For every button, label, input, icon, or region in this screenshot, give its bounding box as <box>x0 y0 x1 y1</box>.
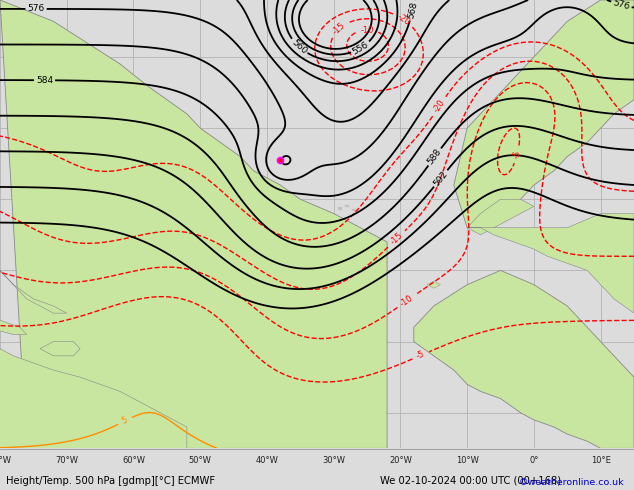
Text: 560: 560 <box>290 38 308 56</box>
Text: 568: 568 <box>406 1 418 20</box>
Polygon shape <box>414 270 634 448</box>
Text: ©weatheronline.co.uk: ©weatheronline.co.uk <box>519 478 624 487</box>
Polygon shape <box>339 207 342 210</box>
Text: 60°W: 60°W <box>122 456 145 465</box>
Text: 30°W: 30°W <box>322 456 345 465</box>
Polygon shape <box>0 313 27 335</box>
Text: 576: 576 <box>27 4 44 13</box>
Polygon shape <box>0 327 187 448</box>
Text: 592: 592 <box>432 169 450 188</box>
Text: -20: -20 <box>396 12 411 27</box>
Text: 556: 556 <box>351 40 370 56</box>
Text: 80°W: 80°W <box>0 456 11 465</box>
Text: 0°: 0° <box>529 456 538 465</box>
Text: -10: -10 <box>360 25 373 34</box>
Text: -10: -10 <box>399 293 415 308</box>
Text: 576: 576 <box>612 0 631 12</box>
Text: 50°W: 50°W <box>189 456 212 465</box>
Polygon shape <box>352 209 356 211</box>
Polygon shape <box>40 342 80 356</box>
Text: 10°W: 10°W <box>456 456 479 465</box>
Text: We 02-10-2024 00:00 UTC (00+168): We 02-10-2024 00:00 UTC (00+168) <box>380 476 562 486</box>
Text: -5: -5 <box>415 349 427 361</box>
Text: 70°W: 70°W <box>55 456 78 465</box>
Text: -20: -20 <box>432 98 447 115</box>
Text: 10°E: 10°E <box>591 456 611 465</box>
Text: 5: 5 <box>120 416 129 426</box>
Polygon shape <box>0 0 387 448</box>
Text: -15: -15 <box>332 21 347 36</box>
Text: Height/Temp. 500 hPa [gdmp][°C] ECMWF: Height/Temp. 500 hPa [gdmp][°C] ECMWF <box>6 476 216 486</box>
Text: -15: -15 <box>389 231 404 247</box>
Text: 20°W: 20°W <box>389 456 412 465</box>
Text: 40°W: 40°W <box>256 456 278 465</box>
Polygon shape <box>467 214 634 313</box>
Polygon shape <box>467 199 534 235</box>
Text: 588: 588 <box>426 147 443 167</box>
Text: -5: -5 <box>512 149 522 160</box>
Polygon shape <box>454 0 634 228</box>
Text: 584: 584 <box>36 75 53 85</box>
Polygon shape <box>427 281 441 288</box>
Polygon shape <box>0 270 67 313</box>
Polygon shape <box>345 205 349 207</box>
